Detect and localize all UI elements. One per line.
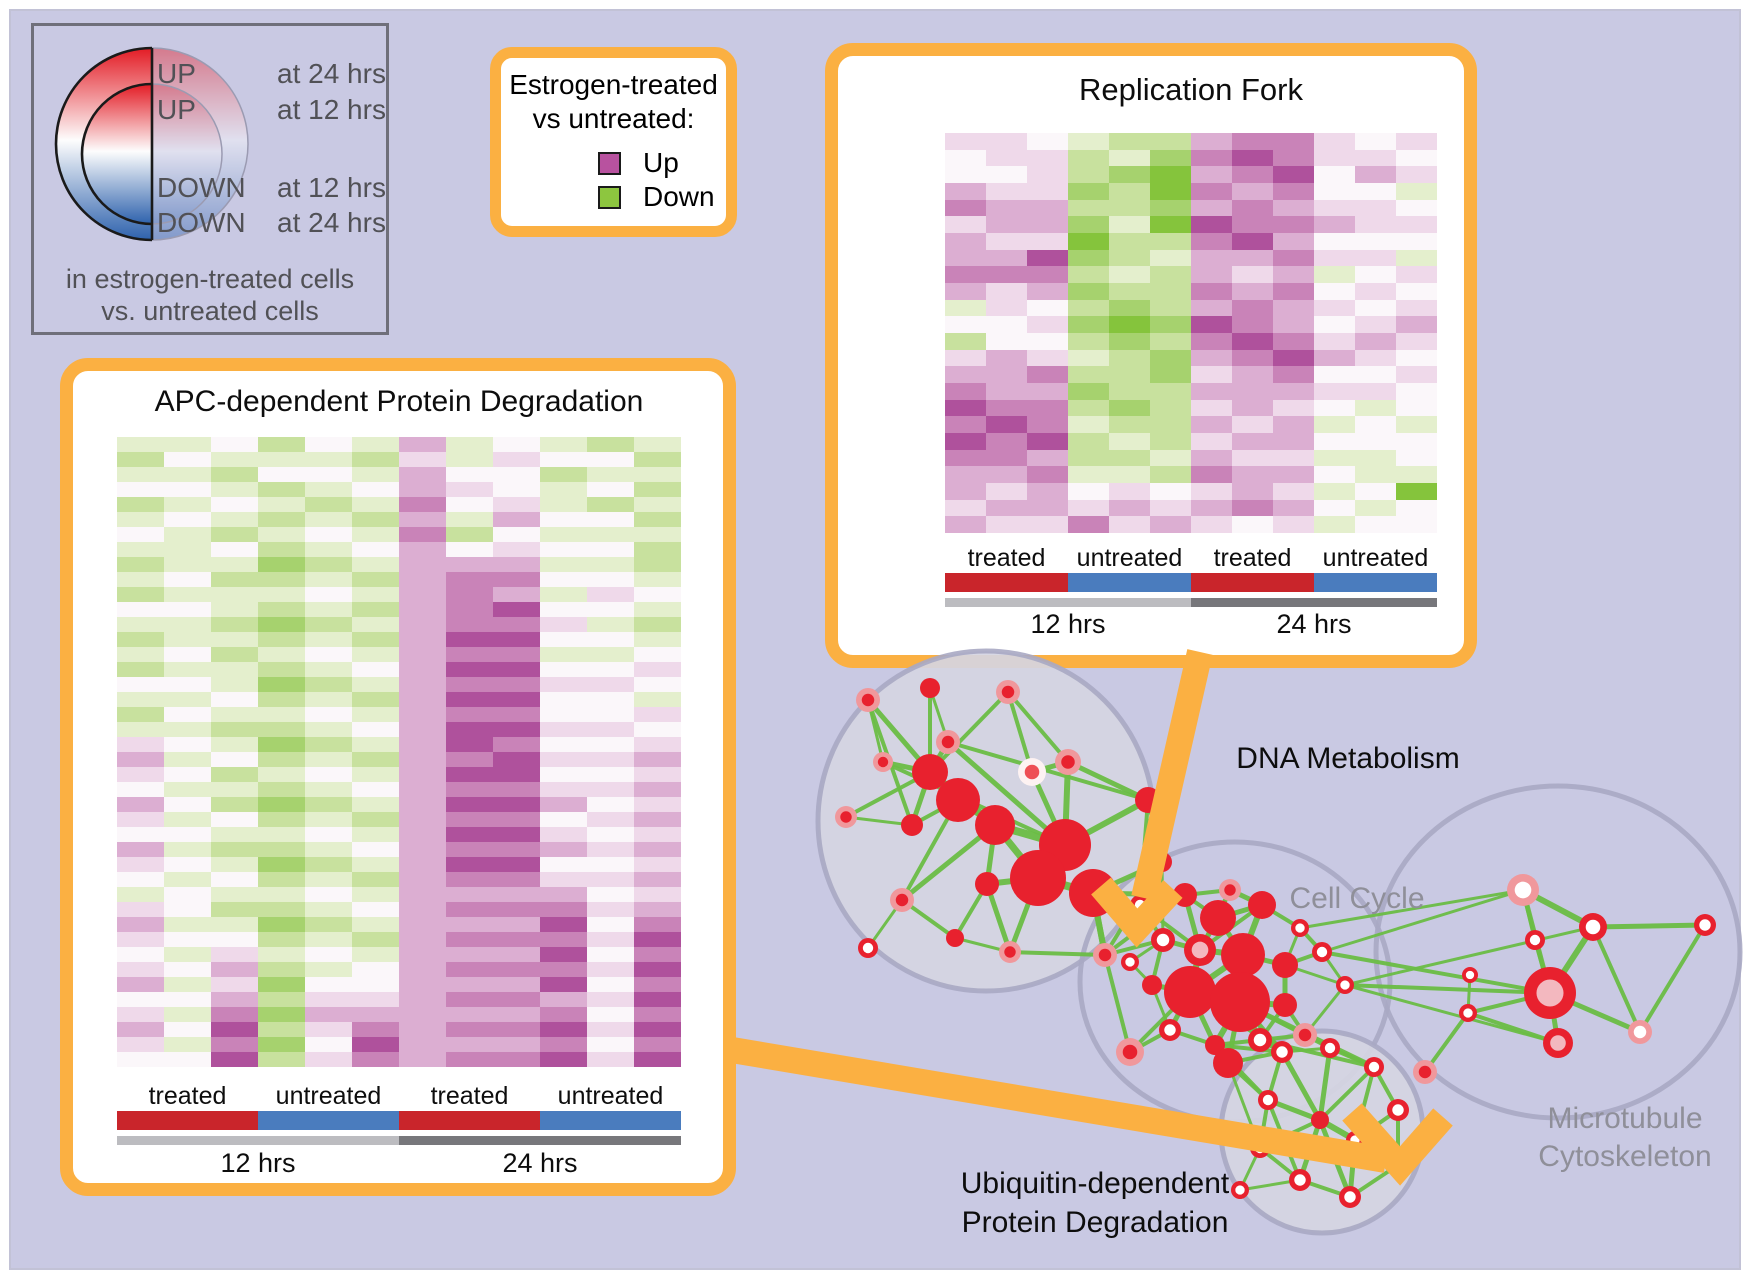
updown-caption-line1: in estrogen-treated cells: [65, 264, 355, 294]
updown-label-down12: DOWN: [157, 172, 246, 203]
apc-bar-treated-24: [399, 1111, 540, 1130]
inner-right-outline: [151, 83, 223, 225]
svg-text:Cell Cycle: Cell Cycle: [1289, 882, 1424, 915]
rf-sample-group-labels: treated untreated treated untreated: [945, 544, 1437, 573]
svg-text:Cytoskeleton: Cytoskeleton: [1538, 1140, 1711, 1173]
rf-group-untreated-12: untreated: [1076, 544, 1183, 572]
apc-sample-group-labels: treated untreated treated untreated: [117, 1082, 681, 1111]
apc-label-12hrs: 12 hrs: [220, 1148, 296, 1178]
apc-sample-colorbar: [117, 1111, 681, 1130]
rf-group-treated-12: treated: [967, 544, 1046, 572]
rf-bar-untreated-24: [1314, 573, 1437, 592]
replication-fork-panel: Replication Fork treated untreated treat…: [825, 43, 1477, 668]
apc-time-colorbar: [117, 1136, 681, 1145]
rf-group-untreated-24: untreated: [1322, 544, 1429, 572]
apc-bar-untreated-24: [540, 1111, 681, 1130]
outer-right-outline: [151, 47, 249, 241]
updown-time-down24: at 24 hrs: [277, 207, 386, 238]
rf-bar-treated-24: [1191, 573, 1314, 592]
rf-bar-12hrs: [945, 598, 1191, 607]
inner-right-fade: [152, 84, 222, 224]
rf-bar-treated-12: [945, 573, 1068, 592]
rf-bar-untreated-12: [1068, 573, 1191, 592]
rf-time-colorbar: [945, 598, 1437, 607]
replication-fork-heatmap: [945, 133, 1437, 533]
apc-bar-12hrs: [117, 1136, 399, 1145]
updown-label-down24: DOWN: [157, 207, 246, 238]
rf-label-12hrs: 12 hrs: [1030, 609, 1106, 639]
up-label: Up: [643, 147, 679, 178]
rf-time-labels: 12 hrs 24 hrs: [945, 609, 1437, 640]
svg-text:Microtubule: Microtubule: [1547, 1102, 1702, 1135]
apc-bar-untreated-12: [258, 1111, 399, 1130]
replication-fork-title: Replication Fork: [1079, 72, 1303, 107]
key-title-line2: vs untreated:: [532, 103, 695, 134]
apc-group-untreated-12: untreated: [275, 1082, 382, 1110]
down-color-swatch: [598, 185, 621, 209]
updown-circles-graphic: [54, 46, 249, 242]
key-title-line1: Estrogen-treated: [509, 69, 718, 100]
updown-label-up12: UP: [157, 94, 196, 125]
updown-label-up24: UP: [157, 58, 196, 89]
apc-time-labels: 12 hrs 24 hrs: [117, 1148, 681, 1179]
apc-label-24hrs: 24 hrs: [502, 1148, 578, 1178]
svg-text:Ubiquitin-dependent: Ubiquitin-dependent: [961, 1167, 1230, 1200]
apc-bar-24hrs: [399, 1136, 681, 1145]
down-label: Down: [643, 181, 715, 212]
rf-label-24hrs: 24 hrs: [1276, 609, 1352, 639]
updown-time-up24: at 24 hrs: [277, 58, 386, 89]
updown-caption-line2: vs. untreated cells: [101, 296, 319, 326]
svg-text:DNA Metabolism: DNA Metabolism: [1236, 742, 1459, 775]
inner-left-outline: [80, 82, 153, 226]
apc-group-untreated-24: untreated: [557, 1082, 664, 1110]
apc-heatmap: [117, 437, 681, 1067]
rf-bar-24hrs: [1191, 598, 1437, 607]
updown-color-legend: UP at 24 hrs UP at 12 hrs DOWN at 12 hrs…: [31, 23, 389, 335]
apc-group-treated-12: treated: [148, 1082, 227, 1110]
estrogen-key-legend: Estrogen-treated vs untreated: Up Down: [490, 47, 737, 237]
rf-group-treated-24: treated: [1213, 544, 1292, 572]
updown-time-down12: at 12 hrs: [277, 172, 386, 203]
updown-time-up12: at 12 hrs: [277, 94, 386, 125]
apc-degradation-panel: APC-dependent Protein Degradation treate…: [60, 358, 736, 1196]
key-item-up: Up: [598, 147, 679, 178]
rf-sample-colorbar: [945, 573, 1437, 592]
svg-text:Protein Degradation: Protein Degradation: [962, 1206, 1229, 1239]
key-item-down: Down: [598, 181, 715, 212]
apc-bar-treated-12: [117, 1111, 258, 1130]
apc-title: APC-dependent Protein Degradation: [154, 385, 644, 418]
up-color-swatch: [598, 151, 621, 175]
apc-group-treated-24: treated: [430, 1082, 509, 1110]
outer-left-outline: [54, 46, 153, 242]
